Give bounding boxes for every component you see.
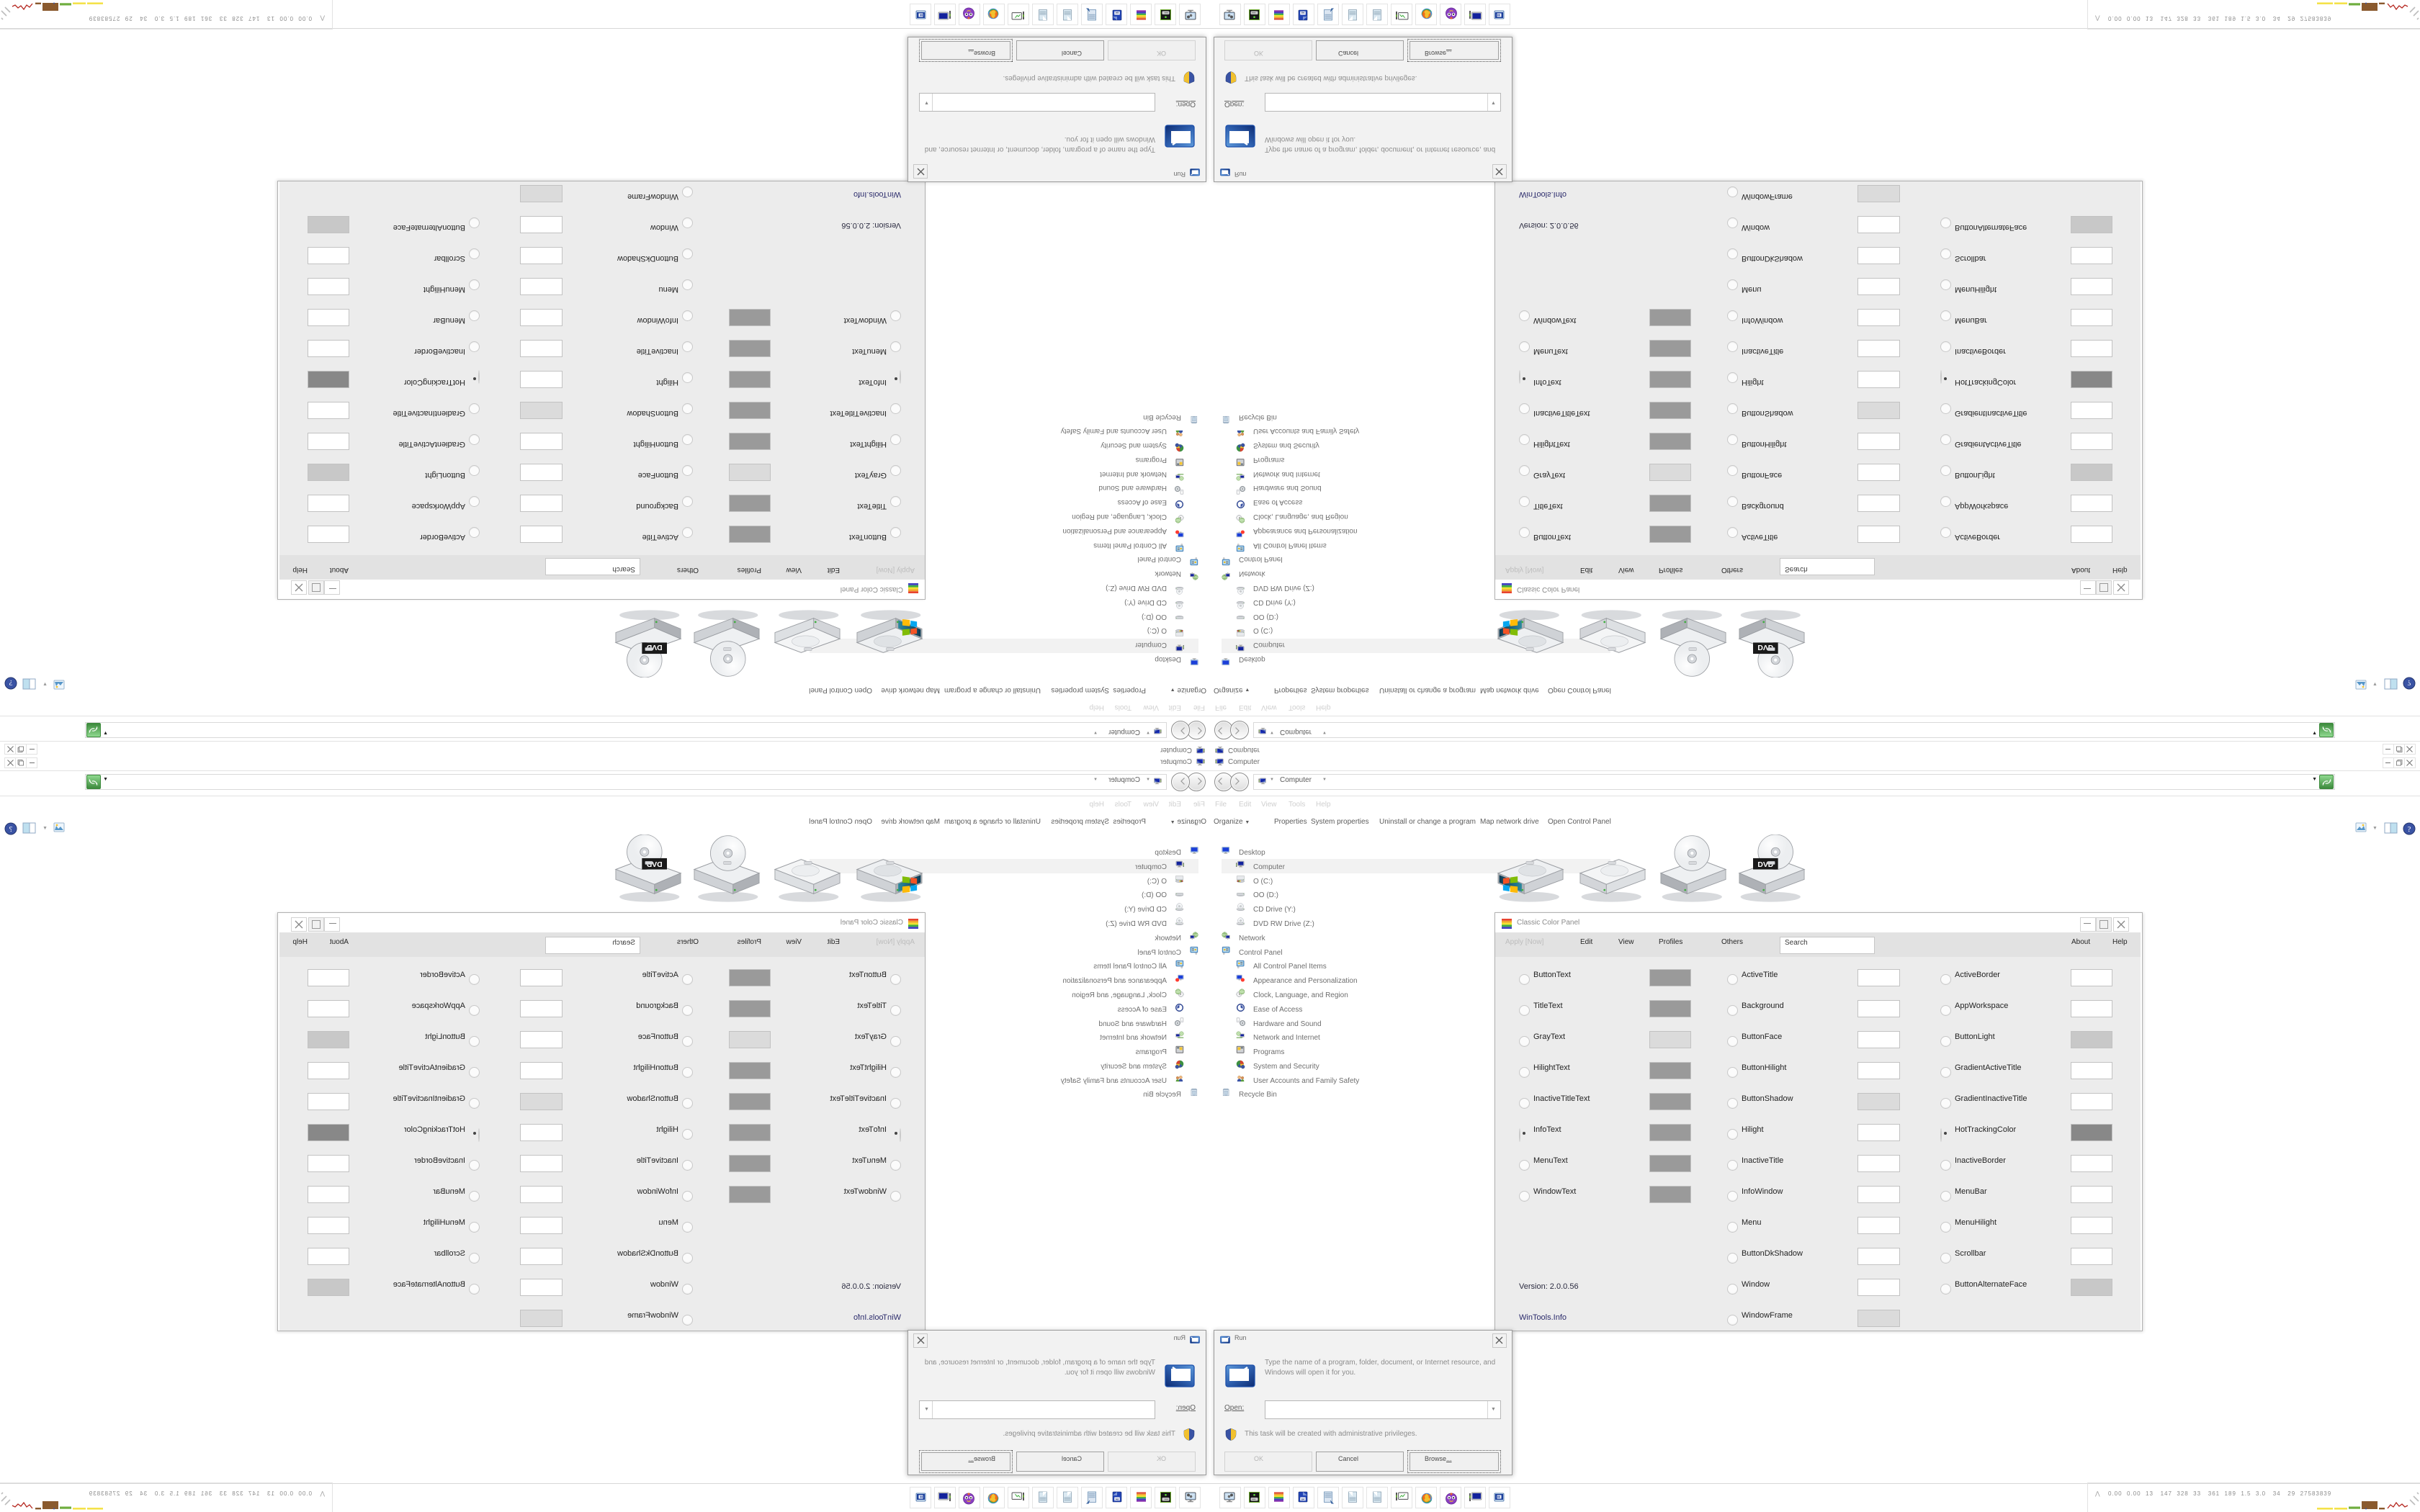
svg-text:?: ?: [2408, 825, 2411, 834]
svg-text:?: ?: [9, 678, 12, 687]
svg-text:64: 64: [1301, 1497, 1305, 1500]
svg-text:?: ?: [2408, 678, 2411, 687]
svg-text:64: 64: [1301, 12, 1305, 15]
svg-text:64: 64: [1115, 12, 1119, 15]
svg-text:64: 64: [1115, 1497, 1119, 1500]
svg-text:?: ?: [9, 825, 12, 834]
